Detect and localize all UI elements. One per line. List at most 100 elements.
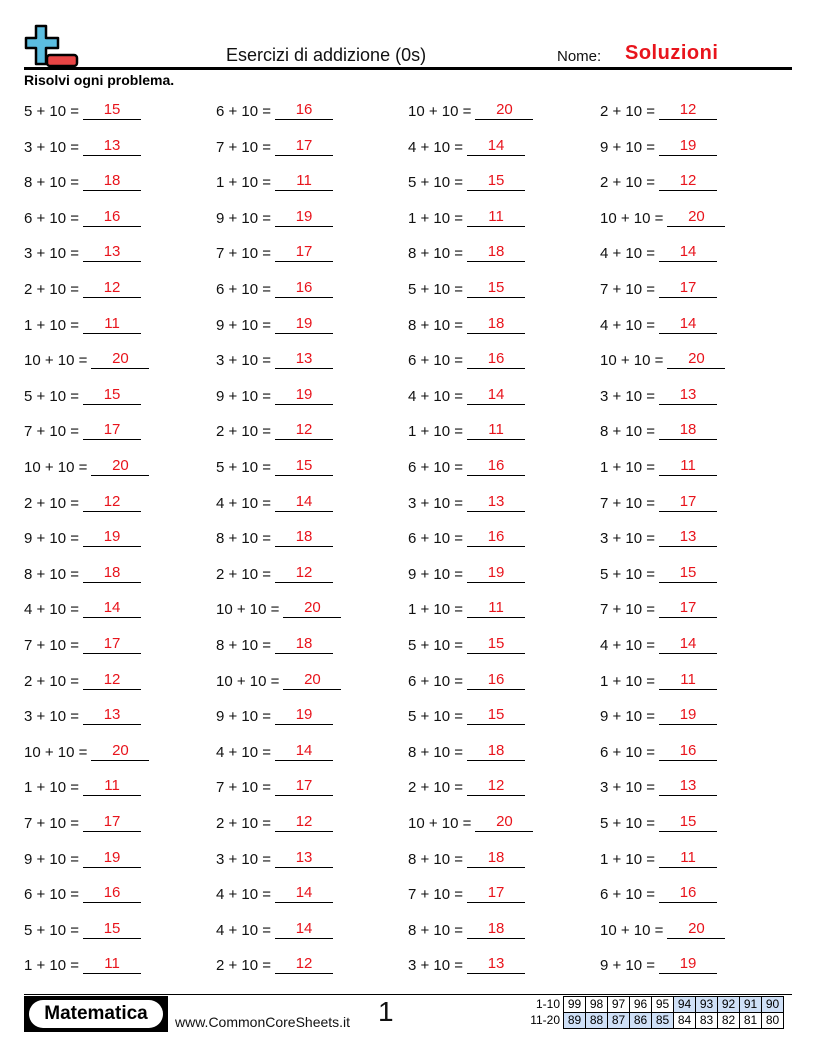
answer-field[interactable]: 18	[275, 527, 334, 548]
answer-field[interactable]: 11	[659, 456, 718, 476]
answer-field[interactable]: 12	[467, 776, 526, 797]
answer-field[interactable]: 11	[275, 171, 334, 192]
answer-field[interactable]: 20	[667, 207, 726, 227]
answer-field[interactable]: 13	[275, 848, 334, 868]
answer-field[interactable]: 14	[659, 314, 718, 334]
answer-field[interactable]: 11	[659, 848, 718, 868]
answer-field[interactable]: 13	[467, 954, 526, 975]
answer-field[interactable]: 20	[475, 812, 534, 832]
answer-field[interactable]: 13	[659, 527, 718, 548]
answer-field[interactable]: 16	[275, 100, 334, 120]
answer-field[interactable]: 15	[83, 100, 142, 120]
answer-field[interactable]: 11	[83, 776, 142, 797]
answer-field[interactable]: 16	[467, 670, 526, 690]
answer-field[interactable]: 13	[467, 492, 526, 512]
answer-field[interactable]: 14	[467, 385, 526, 405]
answer-field[interactable]: 19	[467, 563, 526, 583]
answer-field[interactable]: 15	[467, 705, 526, 726]
answer-field[interactable]: 14	[275, 883, 334, 904]
answer-field[interactable]: 20	[283, 598, 342, 619]
answer-field[interactable]: 11	[467, 420, 526, 441]
answer-field[interactable]: 20	[91, 456, 150, 476]
answer-field[interactable]: 16	[659, 883, 718, 904]
answer-field[interactable]: 20	[91, 741, 150, 761]
answer-field[interactable]: 16	[659, 741, 718, 761]
answer-field[interactable]: 15	[467, 634, 526, 654]
answer-field[interactable]: 13	[83, 705, 142, 726]
answer-field[interactable]: 13	[83, 136, 142, 156]
answer-field[interactable]: 17	[83, 634, 142, 654]
answer-field[interactable]: 12	[275, 812, 334, 832]
answer-field[interactable]: 17	[659, 278, 718, 298]
answer-field[interactable]: 14	[467, 136, 526, 156]
answer-field[interactable]: 18	[467, 314, 526, 334]
answer-field[interactable]: 15	[83, 919, 142, 939]
answer-field[interactable]: 12	[83, 278, 142, 298]
answer-field[interactable]: 17	[83, 812, 142, 832]
answer-field[interactable]: 15	[275, 456, 334, 476]
answer-field[interactable]: 16	[83, 883, 142, 904]
answer-field[interactable]: 13	[275, 349, 334, 370]
answer-field[interactable]: 16	[467, 456, 526, 476]
answer-field[interactable]: 14	[659, 242, 718, 263]
answer-field[interactable]: 14	[83, 598, 142, 619]
answer-field[interactable]: 18	[83, 171, 142, 192]
answer-field[interactable]: 19	[659, 136, 718, 156]
answer-field[interactable]: 14	[275, 919, 334, 939]
answer-field[interactable]: 18	[467, 741, 526, 761]
answer-field[interactable]: 19	[275, 705, 334, 726]
answer-field[interactable]: 17	[275, 776, 334, 797]
answer-field[interactable]: 14	[275, 741, 334, 761]
answer-field[interactable]: 14	[659, 634, 718, 654]
answer-field[interactable]: 19	[275, 314, 334, 334]
answer-field[interactable]: 17	[83, 420, 142, 441]
answer-field[interactable]: 18	[467, 919, 526, 939]
answer-field[interactable]: 11	[83, 314, 142, 334]
answer-field[interactable]: 19	[83, 527, 142, 548]
answer-field[interactable]: 16	[83, 207, 142, 227]
answer-field[interactable]: 11	[467, 598, 526, 619]
answer-field[interactable]: 19	[659, 954, 718, 975]
answer-field[interactable]: 11	[659, 670, 718, 690]
answer-field[interactable]: 15	[83, 385, 142, 405]
answer-field[interactable]: 12	[659, 100, 718, 120]
answer-field[interactable]: 13	[659, 776, 718, 797]
answer-field[interactable]: 17	[659, 598, 718, 619]
answer-field[interactable]: 14	[275, 492, 334, 512]
answer-field[interactable]: 18	[467, 848, 526, 868]
answer-field[interactable]: 20	[91, 349, 150, 370]
answer-field[interactable]: 20	[667, 919, 726, 939]
answer-field[interactable]: 15	[659, 812, 718, 832]
answer-field[interactable]: 17	[275, 242, 334, 263]
answer-field[interactable]: 20	[667, 349, 726, 370]
answer-field[interactable]: 15	[467, 278, 526, 298]
answer-field[interactable]: 12	[83, 670, 142, 690]
answer-field[interactable]: 11	[467, 207, 526, 227]
answer-field[interactable]: 19	[275, 385, 334, 405]
answer-field[interactable]: 19	[83, 848, 142, 868]
answer-field[interactable]: 11	[83, 954, 142, 975]
answer-field[interactable]: 16	[467, 349, 526, 370]
answer-field[interactable]: 17	[659, 492, 718, 512]
answer-field[interactable]: 12	[659, 171, 718, 192]
answer-field[interactable]: 19	[275, 207, 334, 227]
answer-field[interactable]: 13	[83, 242, 142, 263]
answer-field[interactable]: 12	[275, 563, 334, 583]
answer-field[interactable]: 13	[659, 385, 718, 405]
answer-field[interactable]: 18	[467, 242, 526, 263]
answer-field[interactable]: 18	[659, 420, 718, 441]
answer-field[interactable]: 12	[275, 420, 334, 441]
answer-field[interactable]: 15	[659, 563, 718, 583]
answer-field[interactable]: 18	[275, 634, 334, 654]
answer-field[interactable]: 20	[475, 100, 534, 120]
answer-field[interactable]: 16	[275, 278, 334, 298]
answer-field[interactable]: 15	[467, 171, 526, 192]
answer-field[interactable]: 20	[283, 670, 342, 690]
answer-field[interactable]: 12	[275, 954, 334, 975]
answer-field[interactable]: 17	[467, 883, 526, 904]
answer-field[interactable]: 17	[275, 136, 334, 156]
answer-field[interactable]: 12	[83, 492, 142, 512]
answer-field[interactable]: 16	[467, 527, 526, 548]
answer-field[interactable]: 18	[83, 563, 142, 583]
answer-field[interactable]: 19	[659, 705, 718, 726]
